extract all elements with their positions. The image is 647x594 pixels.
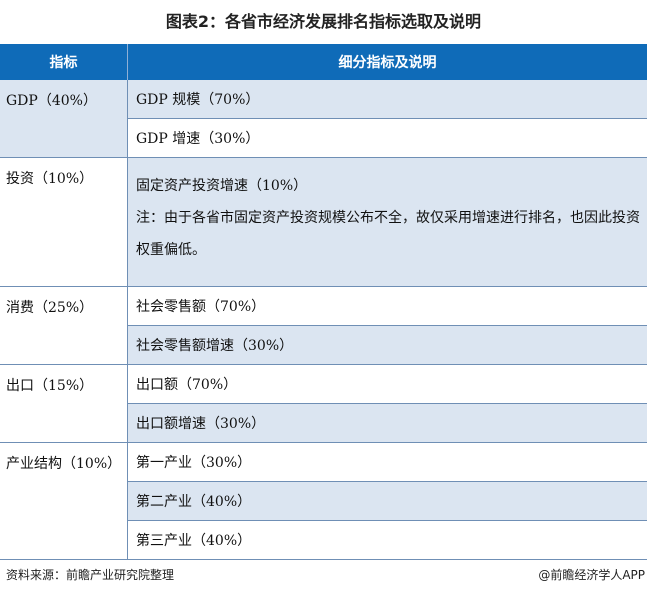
indicator-cell: 消费（25%）: [0, 286, 128, 365]
detail-cell: GDP 规模（70%）: [127, 80, 647, 119]
detail-item: 固定资产投资增速（10%）: [136, 178, 308, 194]
header-detail: 细分指标及说明: [127, 44, 647, 80]
indicator-cell: 出口（15%）: [0, 364, 128, 443]
credit-note: @前瞻经济学人APP: [538, 568, 645, 582]
table-row: 出口额增速（30%）: [0, 403, 647, 443]
indicator-table: 指标 细分指标及说明 GDP（40%） GDP 规模（70%） GDP 增速（3…: [0, 44, 647, 560]
table-row: 产业结构（10%） 第一产业（30%）: [0, 442, 647, 560]
detail-cell: 出口额增速（30%）: [127, 403, 647, 443]
detail-cell: 社会零售额增速（30%）: [127, 325, 647, 365]
table-header: 指标 细分指标及说明: [0, 44, 647, 80]
table-row: GDP 增速（30%）: [0, 118, 647, 158]
indicator-cell: 产业结构（10%）: [0, 442, 128, 560]
indicator-cell: GDP（40%）: [0, 80, 128, 158]
table-row: 消费（25%） 社会零售额（70%）: [0, 286, 647, 365]
detail-cell: 社会零售额（70%）: [127, 286, 647, 326]
header-indicator: 指标: [0, 44, 128, 80]
detail-cell: 第一产业（30%）: [127, 442, 647, 482]
table-row: 出口（15%） 出口额（70%）: [0, 364, 647, 443]
indicator-cell: 投资（10%）: [0, 157, 128, 287]
detail-cell: 出口额（70%）: [127, 364, 647, 404]
chart-title: 图表2：各省市经济发展排名指标选取及说明: [165, 12, 482, 31]
table-row: 第三产业（40%）: [0, 520, 647, 560]
source-note: 资料来源：前瞻产业研究院整理: [6, 568, 175, 582]
detail-cell: GDP 增速（30%）: [127, 118, 647, 158]
table-row: 第二产业（40%）: [0, 481, 647, 521]
detail-cell: 第二产业（40%）: [127, 481, 647, 521]
table-row: GDP（40%） GDP 规模（70%）: [0, 80, 647, 158]
detail-cell: 固定资产投资增速（10%） 注：由于各省市固定资产投资规模公布不全，故仅采用增速进…: [127, 157, 647, 287]
table-row: 社会零售额增速（30%）: [0, 325, 647, 365]
table-row: 投资（10%） 固定资产投资增速（10%） 注：由于各省市固定资产投资规模公布不全…: [0, 157, 647, 287]
detail-note: 注：由于各省市固定资产投资规模公布不全，故仅采用增速进行排名，也因此投资权重偏低…: [136, 210, 640, 258]
detail-cell: 第三产业（40%）: [127, 520, 647, 560]
